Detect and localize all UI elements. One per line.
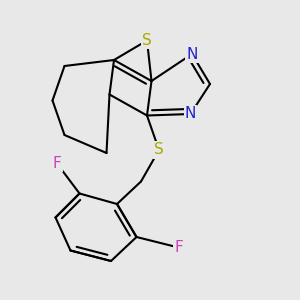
- Text: S: S: [142, 33, 152, 48]
- Text: N: N: [186, 46, 198, 62]
- Text: F: F: [174, 240, 183, 255]
- Text: S: S: [154, 142, 164, 158]
- Text: F: F: [52, 156, 62, 171]
- Text: N: N: [185, 106, 196, 122]
